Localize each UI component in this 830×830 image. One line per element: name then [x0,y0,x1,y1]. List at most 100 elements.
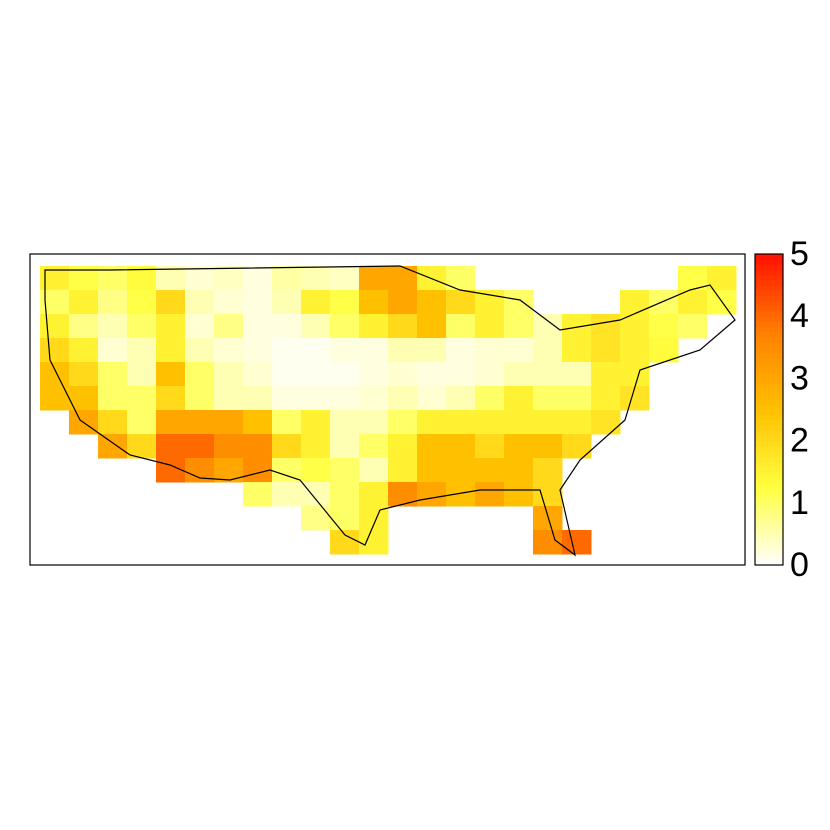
cell [301,434,331,459]
cell [243,290,273,315]
colorbar-step [755,492,783,499]
colorbar-step [755,393,783,400]
colorbar-step [755,285,783,291]
cell [214,410,244,435]
cell [69,338,99,363]
cell [301,410,331,435]
cell [330,386,360,411]
cell [446,314,476,339]
colorbar-step [755,254,783,260]
cell [301,266,331,291]
cell [301,506,331,531]
cell [185,290,215,315]
cell [562,362,592,387]
cell [417,386,447,411]
cell [359,386,389,411]
colorbar-step [755,326,783,333]
cell [417,458,447,483]
colorbar-step [755,316,783,322]
cell [301,314,331,339]
cell [620,362,650,387]
cell [359,338,389,363]
cell [330,314,360,339]
colorbar-step [755,518,783,525]
cell [40,314,70,339]
colorbar-step [755,274,783,281]
cell [388,290,418,315]
cell [504,458,534,483]
cell [156,410,186,435]
cell [214,434,244,459]
cell [156,434,186,459]
colorbar-step [755,440,783,447]
colorbar-step [755,347,783,353]
cell [214,362,244,387]
cell [533,362,563,387]
colorbar [755,254,783,566]
cell [359,266,389,291]
cell [330,458,360,483]
cell [98,314,128,339]
colorbar-step [755,450,783,457]
cell [446,362,476,387]
cell [156,266,186,291]
cell [359,410,389,435]
colorbar-step [755,533,783,540]
cell [504,410,534,435]
cell [562,314,592,339]
cell [446,410,476,435]
cell [214,386,244,411]
cell [330,410,360,435]
cell [156,386,186,411]
cell [504,386,534,411]
cell [533,338,563,363]
cell [272,410,302,435]
colorbar-step [755,409,783,416]
cell [330,338,360,363]
cell [649,290,679,315]
colorbar-step [755,539,783,545]
cell [127,362,157,387]
cell [562,410,592,435]
cell [301,362,331,387]
cell [98,290,128,315]
cell [388,338,418,363]
colorbar-frame [754,253,784,566]
cell [417,362,447,387]
cell [475,434,505,459]
colorbar-step [755,435,783,442]
cell [330,482,360,507]
colorbar-step [755,342,783,348]
colorbar-step [755,507,783,514]
cell [156,362,186,387]
cell [185,314,215,339]
cell [504,338,534,363]
colorbar-step [755,559,783,566]
colorbar-step [755,331,783,338]
cell [475,410,505,435]
cell [127,338,157,363]
cell [359,290,389,315]
cell [678,290,708,315]
cell [707,266,737,291]
cell [69,314,99,339]
colorbar-step [755,290,783,296]
cell [185,338,215,363]
cell [214,290,244,315]
colorbar-step [755,419,783,426]
cell [417,482,447,507]
colorbar-step [755,259,783,265]
cell [272,482,302,507]
colorbar-step [755,399,783,405]
colorbar-step [755,544,783,550]
colorbar-step [755,487,783,493]
cell [533,434,563,459]
cell [446,266,476,291]
cell [243,434,273,459]
cell [359,458,389,483]
colorbar-step [755,523,783,530]
cell [301,338,331,363]
cell [272,290,302,315]
colorbar-tick-label: 4 [790,297,809,335]
colorbar-step [755,482,783,488]
